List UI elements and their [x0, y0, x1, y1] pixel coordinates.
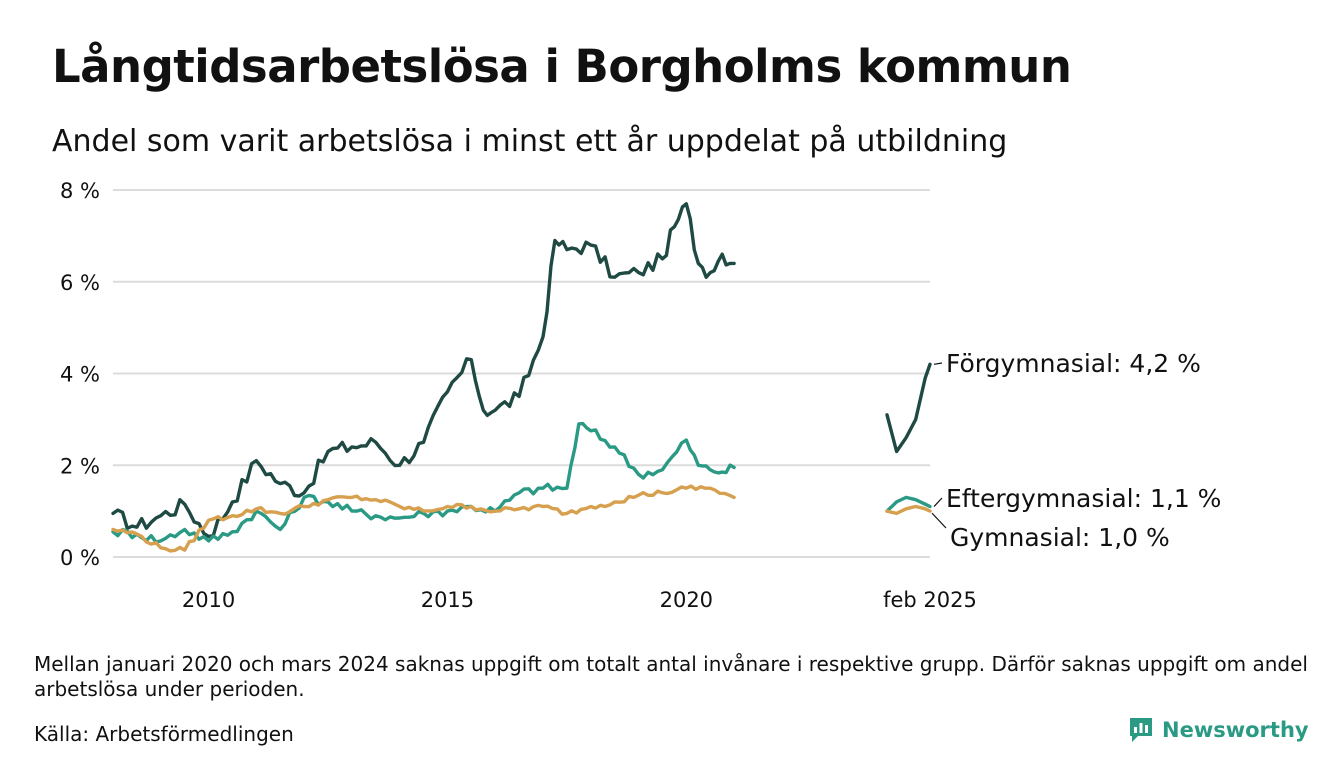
x-tick-label: 2020: [660, 588, 713, 612]
x-tick-label: 2015: [421, 588, 474, 612]
series-end-label: Förgymnasial: 4,2 %: [946, 349, 1201, 378]
chart-subtitle: Andel som varit arbetslösa i minst ett å…: [52, 124, 1008, 159]
brand-logo[interactable]: Newsworthy: [1128, 716, 1309, 744]
series-line-gymnasial: [111, 484, 736, 553]
x-tick-label: 2010: [182, 588, 235, 612]
line-chart: 0 % 2 % 4 % 6 % 8 % 2010 2015 2020 feb 2025 För…: [60, 179, 1221, 612]
y-tick-label: 2 %: [60, 454, 100, 478]
y-tick-label: 6 %: [60, 271, 100, 295]
x-tick-label: feb 2025: [883, 588, 977, 612]
series-line-eftergymnasial: [885, 495, 932, 513]
page-title: Långtidsarbetslösa i Borgholms kommun: [52, 40, 1072, 93]
label-connector: [933, 362, 943, 365]
brand-name: Newsworthy: [1162, 718, 1309, 742]
bar-chart-logo-icon: [1130, 718, 1152, 742]
series-lines: [111, 202, 932, 553]
y-tick-label: 4 %: [60, 363, 100, 387]
source-note: Källa: Arbetsförmedlingen: [34, 722, 294, 746]
label-connector: [933, 497, 943, 507]
y-tick-label: 8 %: [60, 179, 100, 203]
series-line-eftergymnasial: [111, 421, 736, 544]
series-labels: Förgymnasial: 4,2 % Eftergymnasial: 1,1 %…: [931, 349, 1221, 552]
series-line-förgymnasial: [111, 202, 736, 539]
series-end-label: Gymnasial: 1,0 %: [950, 523, 1170, 552]
footnote: Mellan januari 2020 och mars 2024 saknas…: [34, 652, 1308, 701]
grid-lines: [113, 189, 930, 558]
series-line-förgymnasial: [885, 362, 932, 454]
series-line-gymnasial: [885, 504, 932, 516]
series-end-label: Eftergymnasial: 1,1 %: [946, 484, 1221, 513]
y-axis-ticks: 0 % 2 % 4 % 6 % 8 %: [60, 179, 100, 570]
label-connector: [931, 512, 947, 529]
y-tick-label: 0 %: [60, 546, 100, 570]
x-axis-ticks: 2010 2015 2020 feb 2025: [182, 588, 977, 612]
